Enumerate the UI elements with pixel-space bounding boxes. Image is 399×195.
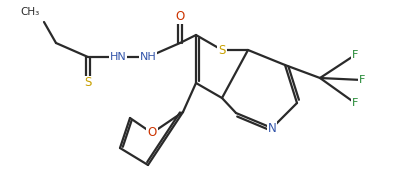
Text: CH₃: CH₃ (21, 7, 40, 17)
Text: F: F (359, 75, 365, 85)
Text: O: O (147, 127, 157, 139)
Text: F: F (352, 98, 358, 108)
Text: S: S (84, 76, 92, 90)
Text: F: F (352, 50, 358, 60)
Text: S: S (218, 43, 226, 57)
Text: N: N (268, 121, 277, 135)
Text: NH: NH (140, 52, 156, 62)
Text: O: O (176, 11, 185, 24)
Text: HN: HN (110, 52, 126, 62)
